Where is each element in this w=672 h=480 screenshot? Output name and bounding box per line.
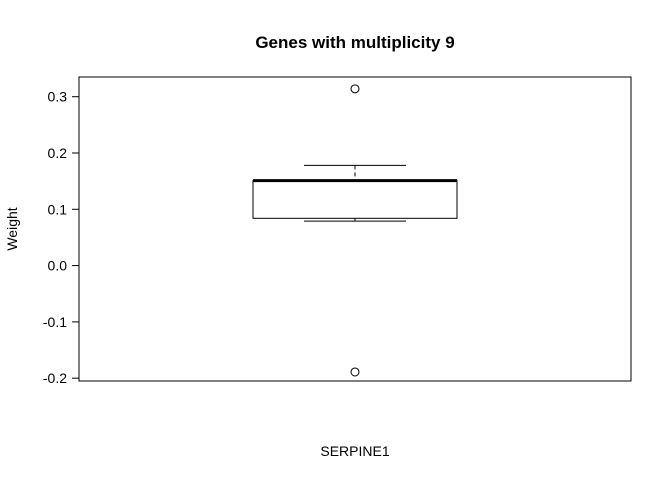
x-axis-label: SERPINE1: [320, 443, 389, 459]
chart-title: Genes with multiplicity 9: [255, 33, 454, 52]
y-tick-label: 0.2: [48, 145, 68, 161]
outlier-point: [350, 367, 360, 377]
y-tick-label: -0.2: [43, 370, 67, 386]
y-tick-label: 0.3: [48, 89, 68, 105]
outlier-point: [350, 84, 360, 94]
y-tick-label: -0.1: [43, 314, 67, 330]
y-tick-label: 0.0: [48, 258, 68, 274]
plot-frame: [78, 76, 632, 382]
box-plot: [252, 84, 458, 377]
y-tick-label: 0.1: [48, 201, 68, 217]
y-axis-label: Weight: [4, 207, 20, 250]
y-axis: -0.2 -0.1 0.0 0.1 0.2 0.3: [43, 89, 79, 386]
iqr-box: [252, 180, 458, 219]
